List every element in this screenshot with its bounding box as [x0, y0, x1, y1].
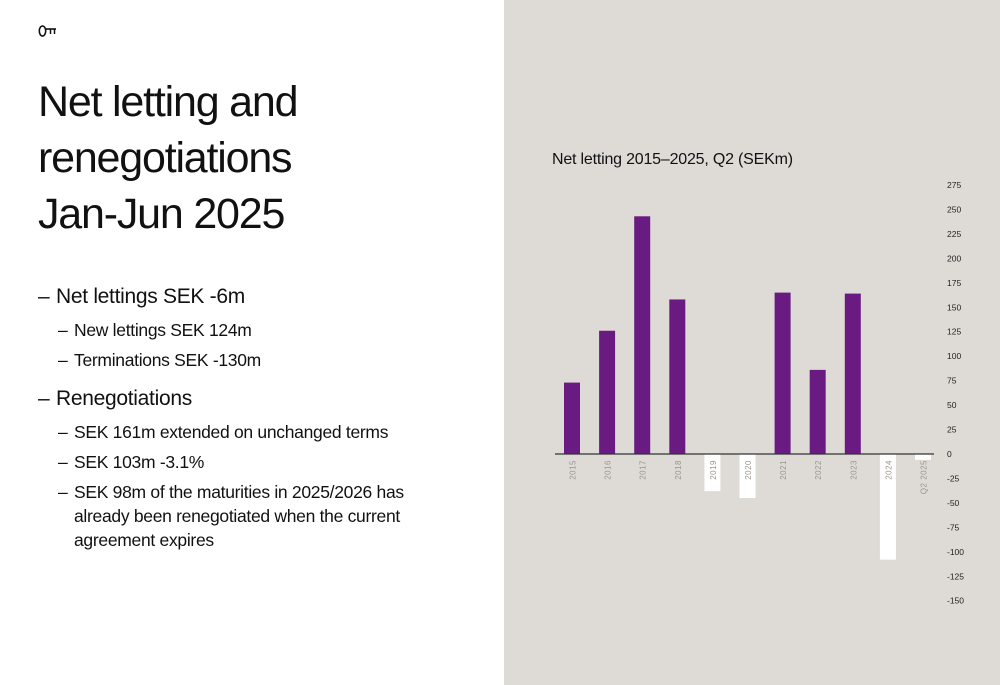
x-tick-label: 2016 [604, 460, 613, 480]
bar-2023 [844, 293, 861, 454]
sub-bullet: – SEK 103m -3.1% [58, 450, 478, 474]
bullet-dash: – [58, 422, 68, 442]
bullet-renegotiations: – Renegotiations [38, 384, 478, 414]
bullet-text: Net lettings SEK -6m [56, 285, 245, 308]
bullet-dash: – [38, 387, 50, 410]
page-title: Net letting and renegotiations Jan-Jun 2… [38, 74, 298, 242]
y-tick-label: 225 [947, 229, 961, 239]
bullet-dash: – [58, 320, 68, 340]
sub-bullet: – Terminations SEK -130m [58, 348, 478, 372]
y-tick-label: -125 [947, 571, 964, 581]
title-line: renegotiations [38, 134, 293, 182]
x-tick-label: 2024 [884, 460, 893, 480]
bar-2019 [704, 454, 721, 492]
y-tick-label: -50 [947, 498, 960, 508]
y-tick-label: 125 [947, 327, 961, 337]
x-tick-label: 2023 [849, 460, 858, 480]
x-tick-label: 2020 [744, 460, 753, 480]
sub-bullet: – SEK 161m extended on unchanged terms [58, 420, 478, 444]
sub-bullet: – New lettings SEK 124m [58, 318, 478, 342]
bar-2020 [739, 454, 756, 499]
y-tick-label: 0 [947, 449, 952, 459]
x-tick-label: 2017 [639, 460, 648, 480]
y-tick-label: -100 [947, 547, 964, 557]
y-tick-label: 275 [947, 180, 961, 190]
bar-q2-2025 [915, 454, 931, 460]
bar-2017 [634, 216, 651, 454]
bullet-text: SEK 161m extended on unchanged terms [74, 422, 389, 442]
text-panel: Net letting and renegotiations Jan-Jun 2… [38, 25, 478, 552]
y-tick-label: -150 [947, 596, 964, 606]
x-tick-label: 2018 [674, 460, 683, 480]
chart-title: Net letting 2015–2025, Q2 (SEKm) [552, 151, 793, 168]
bullet-text: SEK 103m -3.1% [74, 452, 205, 472]
y-tick-label: 50 [947, 400, 957, 410]
y-tick-label: 200 [947, 253, 961, 263]
chart-panel [504, 0, 1000, 685]
bullet-dash: – [58, 482, 68, 502]
key-icon [38, 25, 56, 37]
bullet-text: New lettings SEK 124m [74, 320, 252, 340]
x-tick-label: 2019 [709, 460, 718, 480]
x-tick-label: Q2 2025 [920, 460, 929, 494]
y-tick-label: 150 [947, 302, 961, 312]
bar-chart: 2015 2016 2017 2018 2019 2020 2021 2022 2023 2024… [555, 180, 964, 606]
bar-2021 [774, 292, 791, 454]
y-tick-label: 75 [947, 376, 957, 386]
title-line: Jan-Jun 2025 [38, 190, 285, 238]
x-tick-label: 2015 [569, 460, 578, 480]
y-tick-label: -75 [947, 522, 960, 532]
bullet-dash: – [38, 285, 50, 308]
bar-2016 [599, 330, 616, 454]
y-tick-label: 25 [947, 425, 957, 435]
title-line: Net letting and [38, 78, 298, 126]
bar-2018 [669, 299, 686, 454]
x-tick-label: 2022 [814, 460, 823, 480]
bullet-dash: – [58, 350, 68, 370]
bullet-text: Renegotiations [56, 387, 192, 410]
bullet-text: Terminations SEK -130m [74, 350, 261, 370]
y-tick-label: 175 [947, 278, 961, 288]
bar-2022 [809, 369, 826, 454]
bar-2015 [564, 382, 580, 454]
y-tick-label: 250 [947, 204, 961, 214]
sub-bullet: – SEK 98m of the maturities in 2025/2026… [58, 480, 478, 552]
bullet-text: SEK 98m of the maturities in 2025/2026 h… [74, 482, 404, 550]
bullet-list: – Net lettings SEK -6m – New lettings SE… [38, 282, 478, 552]
y-tick-label: 100 [947, 351, 961, 361]
bullet-net-lettings: – Net lettings SEK -6m [38, 282, 478, 312]
bullet-dash: – [58, 452, 68, 472]
y-tick-label: -25 [947, 473, 960, 483]
bar-2024 [879, 454, 896, 560]
x-tick-label: 2021 [779, 460, 788, 480]
